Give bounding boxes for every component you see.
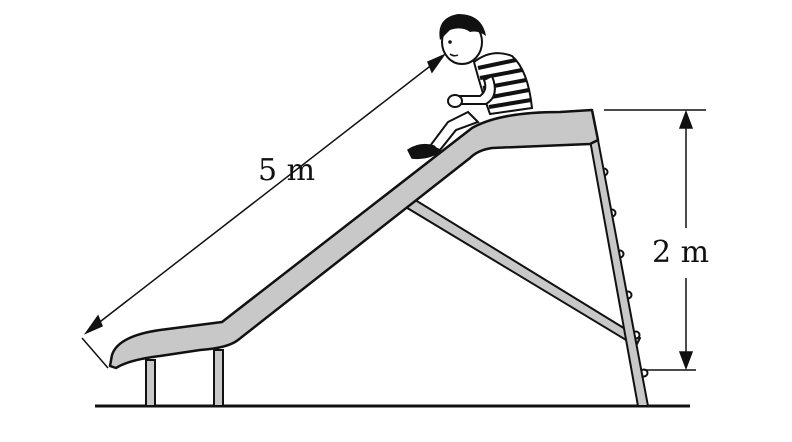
slide-height-dimension bbox=[604, 109, 706, 371]
child-eye bbox=[448, 40, 452, 44]
ladder-post bbox=[588, 139, 650, 407]
length-arrow-line bbox=[91, 59, 439, 329]
height-arrowhead-bottom bbox=[678, 351, 694, 371]
length-tick bbox=[81, 337, 109, 369]
length-arrowhead-bottom bbox=[83, 314, 103, 335]
child-sitting-icon bbox=[407, 14, 534, 160]
child-arm bbox=[457, 74, 496, 105]
front-leg-1 bbox=[145, 359, 156, 407]
slide-length-label: 5 m bbox=[258, 153, 315, 188]
slide-height-label: 2 m bbox=[652, 235, 709, 270]
child-mouth bbox=[449, 53, 459, 57]
child-hair bbox=[439, 14, 486, 40]
child-hand bbox=[447, 94, 463, 108]
front-leg-2 bbox=[213, 349, 224, 407]
length-arrowhead-top bbox=[427, 53, 447, 74]
front-legs bbox=[145, 349, 224, 407]
child-shoe bbox=[407, 143, 442, 160]
child-legs bbox=[428, 110, 480, 152]
slide-chute bbox=[108, 108, 600, 370]
slide-length-dimension bbox=[81, 53, 447, 369]
height-arrowhead-top bbox=[678, 109, 694, 129]
